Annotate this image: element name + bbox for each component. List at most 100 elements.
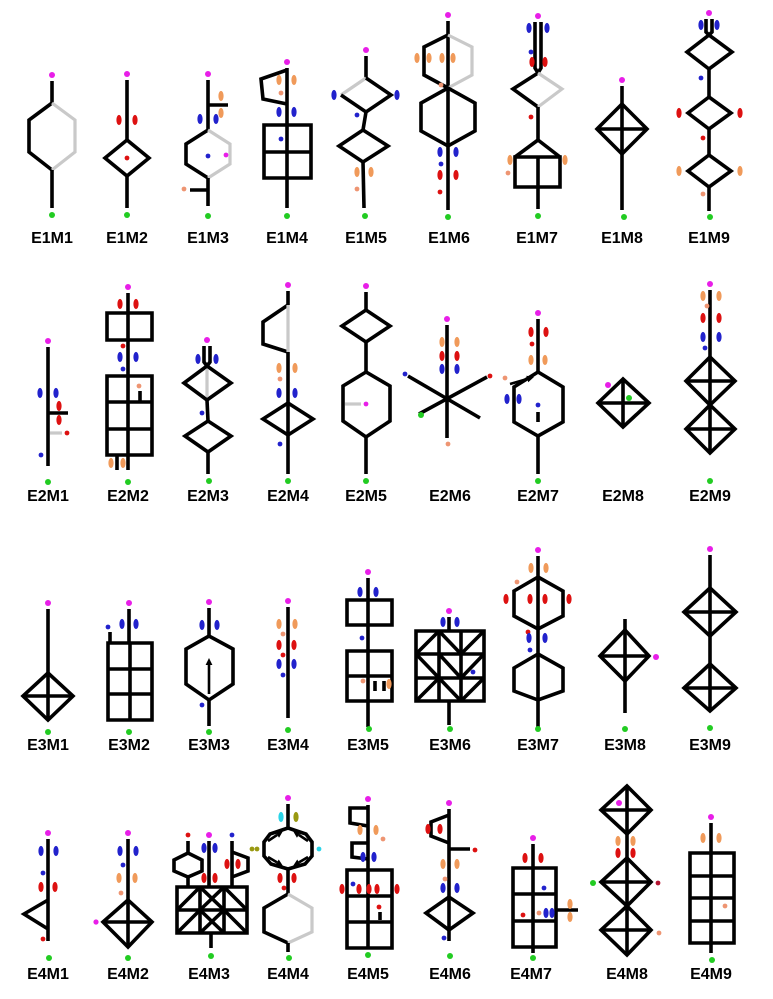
orange-pip (543, 562, 549, 574)
glyph-label-e2m6: E2M6 (429, 488, 471, 505)
green-exit-dot (208, 953, 214, 959)
blue-pip (702, 345, 708, 351)
red-dot (52, 881, 58, 893)
magenta-start-dot (363, 47, 369, 53)
glyph-e3m7 (503, 547, 572, 732)
orange-pip (700, 832, 706, 844)
blue-pip (354, 112, 360, 118)
black-segment (414, 629, 441, 656)
salmon-dot (360, 678, 366, 684)
black-segment (262, 826, 289, 871)
red-dot (503, 593, 509, 605)
red-dot (700, 135, 706, 141)
blue-pip (528, 49, 534, 55)
blue-pip (714, 19, 720, 31)
glyph-e3m8 (597, 619, 659, 732)
black-segment (231, 850, 250, 879)
glyph-label-e3m8: E3M8 (604, 737, 646, 754)
blue-pip (120, 862, 126, 868)
green-exit-dot (206, 729, 212, 735)
black-segment (198, 908, 226, 935)
orange-pip (615, 835, 621, 847)
orange-pip (218, 107, 224, 119)
blue-pip (276, 106, 282, 118)
glyph-e4m1 (20, 830, 59, 961)
red-dot (487, 373, 493, 379)
red-dot (529, 56, 535, 68)
orange-pip (120, 457, 126, 469)
glyph-e2m6 (402, 316, 493, 447)
magenta-start-dot (706, 10, 712, 16)
blue-pip (549, 907, 555, 919)
magenta-start-dot (206, 832, 212, 838)
green-exit-dot (285, 478, 291, 484)
black-segment (27, 101, 54, 172)
glyph-e3m3 (184, 599, 235, 735)
green-exit-dot (447, 953, 453, 959)
salmon-dot (656, 930, 662, 936)
magenta-start-dot (707, 546, 713, 552)
blue-pip (133, 618, 139, 630)
glyph-e2m2 (105, 284, 154, 485)
magenta-start-dot (205, 71, 211, 77)
blue-pip (543, 907, 549, 919)
blue-pip (278, 136, 284, 142)
black-segment (533, 22, 540, 74)
blue-pip (440, 882, 446, 894)
glyph-e4m6 (422, 800, 478, 959)
blue-pip (504, 393, 510, 405)
glyph-label-e2m1: E2M1 (27, 488, 69, 505)
glyph-e4m4 (254, 795, 322, 961)
red-dot (528, 114, 534, 120)
black-segment (20, 898, 49, 931)
green-exit-dot (707, 214, 713, 220)
red-dot (543, 326, 549, 338)
red-dot (437, 169, 443, 181)
glyph-e1m6 (414, 12, 477, 220)
black-segment (222, 908, 249, 935)
magenta-start-dot (124, 71, 130, 77)
green-exit-dot (124, 212, 130, 218)
blue-pip (212, 842, 218, 854)
red-dot (366, 883, 372, 895)
blue-pip (280, 672, 286, 678)
magenta-start-dot (45, 338, 51, 344)
blue-pip (37, 387, 43, 399)
black-segment (512, 574, 565, 632)
magenta-start-dot (708, 814, 714, 820)
glyph-label-e4m2: E4M2 (107, 966, 149, 983)
arrow-shaft (298, 855, 309, 864)
blue-pip (291, 658, 297, 670)
magenta-start-dot (125, 830, 131, 836)
orange-pip (386, 678, 392, 690)
gray-segment (207, 128, 232, 180)
black-segment (513, 155, 562, 189)
red-dot (520, 912, 526, 918)
glyph-label-e1m5: E1M5 (345, 230, 387, 247)
green-exit-dot (418, 412, 424, 418)
green-exit-dot (125, 479, 131, 485)
red-dot (615, 847, 621, 859)
glyph-label-e1m8: E1M8 (601, 230, 643, 247)
green-exit-dot (362, 213, 368, 219)
black-segment (536, 22, 543, 74)
black-segment (459, 629, 486, 656)
glyph-e1m4 (259, 59, 313, 219)
magenta-start-dot (285, 598, 291, 604)
glyph-e3m9 (681, 546, 739, 731)
glyph-label-e4m4: E4M4 (267, 966, 309, 983)
glyph-e1m7 (505, 13, 568, 219)
green-exit-dot (49, 212, 55, 218)
glyph-e4m7 (511, 835, 578, 961)
salmon-dot (278, 90, 284, 96)
glyph-label-e4m6: E4M6 (429, 966, 471, 983)
black-segment (422, 33, 449, 90)
black-segment (338, 307, 394, 345)
orange-pip (528, 354, 534, 366)
glyph-label-e3m1: E3M1 (27, 737, 69, 754)
black-segment (361, 161, 366, 209)
glyph-e1m2 (102, 71, 152, 218)
magenta-start-dot (45, 600, 51, 606)
red-dot (185, 832, 191, 838)
black-segment (287, 826, 314, 871)
